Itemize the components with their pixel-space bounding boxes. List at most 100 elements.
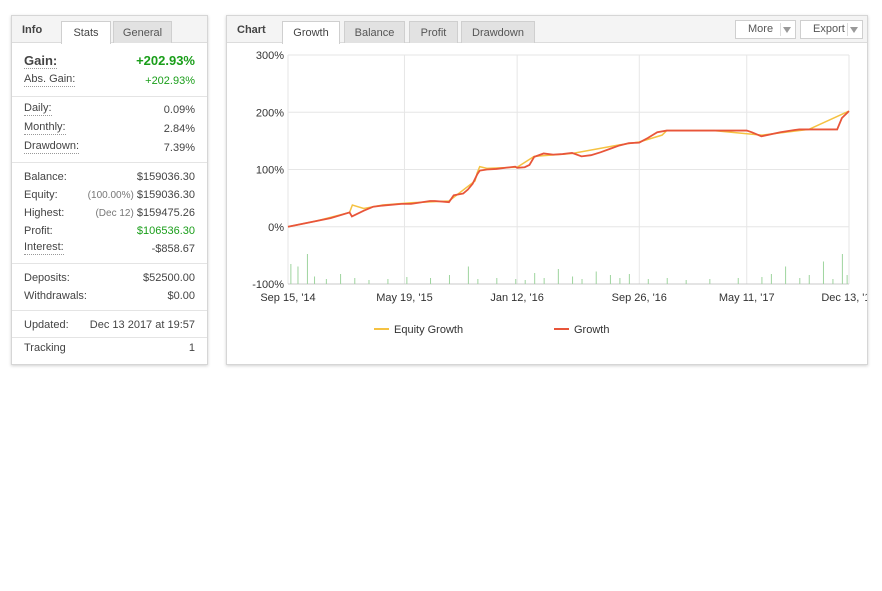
x-tick-label: Jan 12, '16 xyxy=(490,292,543,304)
tab-balance[interactable]: Balance xyxy=(344,21,405,43)
abs-gain-value: +202.93% xyxy=(145,75,195,87)
monthly-value: 2.84% xyxy=(163,123,195,135)
chevron-down-icon xyxy=(850,27,858,33)
daily-value: 0.09% xyxy=(163,104,195,116)
y-axis: 300% 200% 100% 0% -100% xyxy=(252,50,284,291)
tracking-row: Tracking 1 xyxy=(24,340,195,356)
growth-line xyxy=(287,110,850,228)
gain-value: +202.93% xyxy=(136,53,195,68)
chart-panel: Chart Growth Balance Profit Drawdown Mor… xyxy=(226,15,868,365)
volume-bar xyxy=(290,264,292,284)
tab-drawdown[interactable]: Drawdown xyxy=(461,21,535,43)
volume-bar xyxy=(609,275,611,284)
profit-row: Profit: $106536.30 xyxy=(24,223,195,239)
more-dropdown[interactable]: More xyxy=(735,20,796,39)
volume-bar xyxy=(543,278,545,284)
legend-label-growth: Growth xyxy=(574,324,609,336)
volume-bar xyxy=(685,280,687,284)
abs-gain-row: Abs. Gain: +202.93% xyxy=(24,73,195,89)
volume-bar xyxy=(496,278,498,284)
volume-bar xyxy=(761,277,763,284)
tracking-value[interactable]: 1 xyxy=(188,342,195,354)
gain-row: Gain: +202.93% xyxy=(24,53,195,69)
y-tick-label: -100% xyxy=(252,279,284,291)
volume-bar xyxy=(785,266,787,284)
volume-bar xyxy=(448,275,450,284)
volume-bar xyxy=(297,266,299,284)
tab-general[interactable]: General xyxy=(113,21,172,43)
volume-bar xyxy=(534,273,536,284)
volume-bar xyxy=(325,279,327,284)
withdrawals-row: Withdrawals: $0.00 xyxy=(24,288,195,304)
volume-bar xyxy=(666,278,668,284)
updated-value: Dec 13 2017 at 19:57 xyxy=(89,319,195,331)
export-dropdown[interactable]: Export xyxy=(800,20,863,39)
volume-bar xyxy=(354,278,356,284)
updated-row: Updated: Dec 13 2017 at 19:57 xyxy=(24,317,195,333)
highest-value-wrap: (Dec 12) $159475.26 xyxy=(95,205,195,222)
info-panel-header: Info Stats General xyxy=(12,16,207,44)
volume-bar xyxy=(846,275,848,284)
chart-legend: Equity Growth Growth xyxy=(374,324,609,336)
tab-stats[interactable]: Stats xyxy=(61,21,111,44)
interest-label[interactable]: Interest: xyxy=(24,241,64,255)
profit-value: $106536.30 xyxy=(136,225,195,237)
x-axis: Sep 15, '14 May 19, '15 Jan 12, '16 Sep 26,… xyxy=(260,292,867,304)
monthly-row: Monthly: 2.84% xyxy=(24,121,195,137)
divider xyxy=(12,337,207,338)
volume-bar xyxy=(557,269,559,284)
tab-growth[interactable]: Growth xyxy=(282,21,340,44)
volume-bar xyxy=(515,279,517,284)
volume-bars xyxy=(290,254,848,284)
chart-series xyxy=(287,110,850,228)
y-tick-label: 200% xyxy=(256,107,284,119)
volume-bar xyxy=(737,278,739,284)
equity-row: Equity: (100.00%) $159036.30 xyxy=(24,187,195,203)
volume-bar xyxy=(477,279,479,284)
volume-bar xyxy=(822,261,824,284)
y-tick-label: 0% xyxy=(268,222,284,234)
tab-profit[interactable]: Profit xyxy=(409,21,458,43)
balance-label: Balance: xyxy=(24,171,67,183)
x-tick-label: May 11, '17 xyxy=(719,292,775,304)
withdrawals-value: $0.00 xyxy=(167,290,195,302)
withdrawals-label: Withdrawals: xyxy=(24,290,87,302)
volume-bar xyxy=(306,254,308,284)
deposits-row: Deposits: $52500.00 xyxy=(24,270,195,286)
info-panel-title: Info xyxy=(22,24,43,36)
volume-bar xyxy=(387,279,389,284)
chart-panel-header: Chart Growth Balance Profit Drawdown Mor… xyxy=(227,16,867,44)
divider xyxy=(12,263,207,264)
x-tick-label: May 19, '15 xyxy=(376,292,433,304)
daily-row: Daily: 0.09% xyxy=(24,102,195,118)
divider xyxy=(12,96,207,97)
updated-label: Updated: xyxy=(24,319,69,331)
y-tick-label: 100% xyxy=(256,165,284,177)
volume-bar xyxy=(406,277,408,284)
monthly-label[interactable]: Monthly: xyxy=(24,121,66,135)
volume-bar xyxy=(709,279,711,284)
x-tick-label: Sep 26, '16 xyxy=(612,292,667,304)
drawdown-label[interactable]: Drawdown: xyxy=(24,140,80,154)
equity-label: Equity: xyxy=(24,189,58,201)
legend-label-equity-growth: Equity Growth xyxy=(394,324,463,336)
highest-date: (Dec 12) xyxy=(95,208,134,219)
growth-chart: 300% 200% 100% 0% -100% Sep 15, '14 May 19, '… xyxy=(252,50,867,336)
balance-row: Balance: $159036.30 xyxy=(24,169,195,185)
gain-label[interactable]: Gain: xyxy=(24,53,58,69)
abs-gain-label[interactable]: Abs. Gain: xyxy=(24,73,76,87)
balance-value: $159036.30 xyxy=(136,171,195,183)
volume-bar xyxy=(524,280,526,284)
profit-label: Profit: xyxy=(24,225,53,237)
daily-label[interactable]: Daily: xyxy=(24,102,52,116)
volume-bar xyxy=(628,274,630,284)
volume-bar xyxy=(770,274,772,284)
volume-bar xyxy=(572,276,574,284)
chart-grid xyxy=(287,54,850,285)
volume-bar xyxy=(647,279,649,284)
volume-bar xyxy=(832,279,834,284)
volume-bar xyxy=(799,278,801,284)
volume-bar xyxy=(841,254,843,284)
y-tick-label: 300% xyxy=(256,50,284,62)
dropdown-divider xyxy=(847,23,848,36)
